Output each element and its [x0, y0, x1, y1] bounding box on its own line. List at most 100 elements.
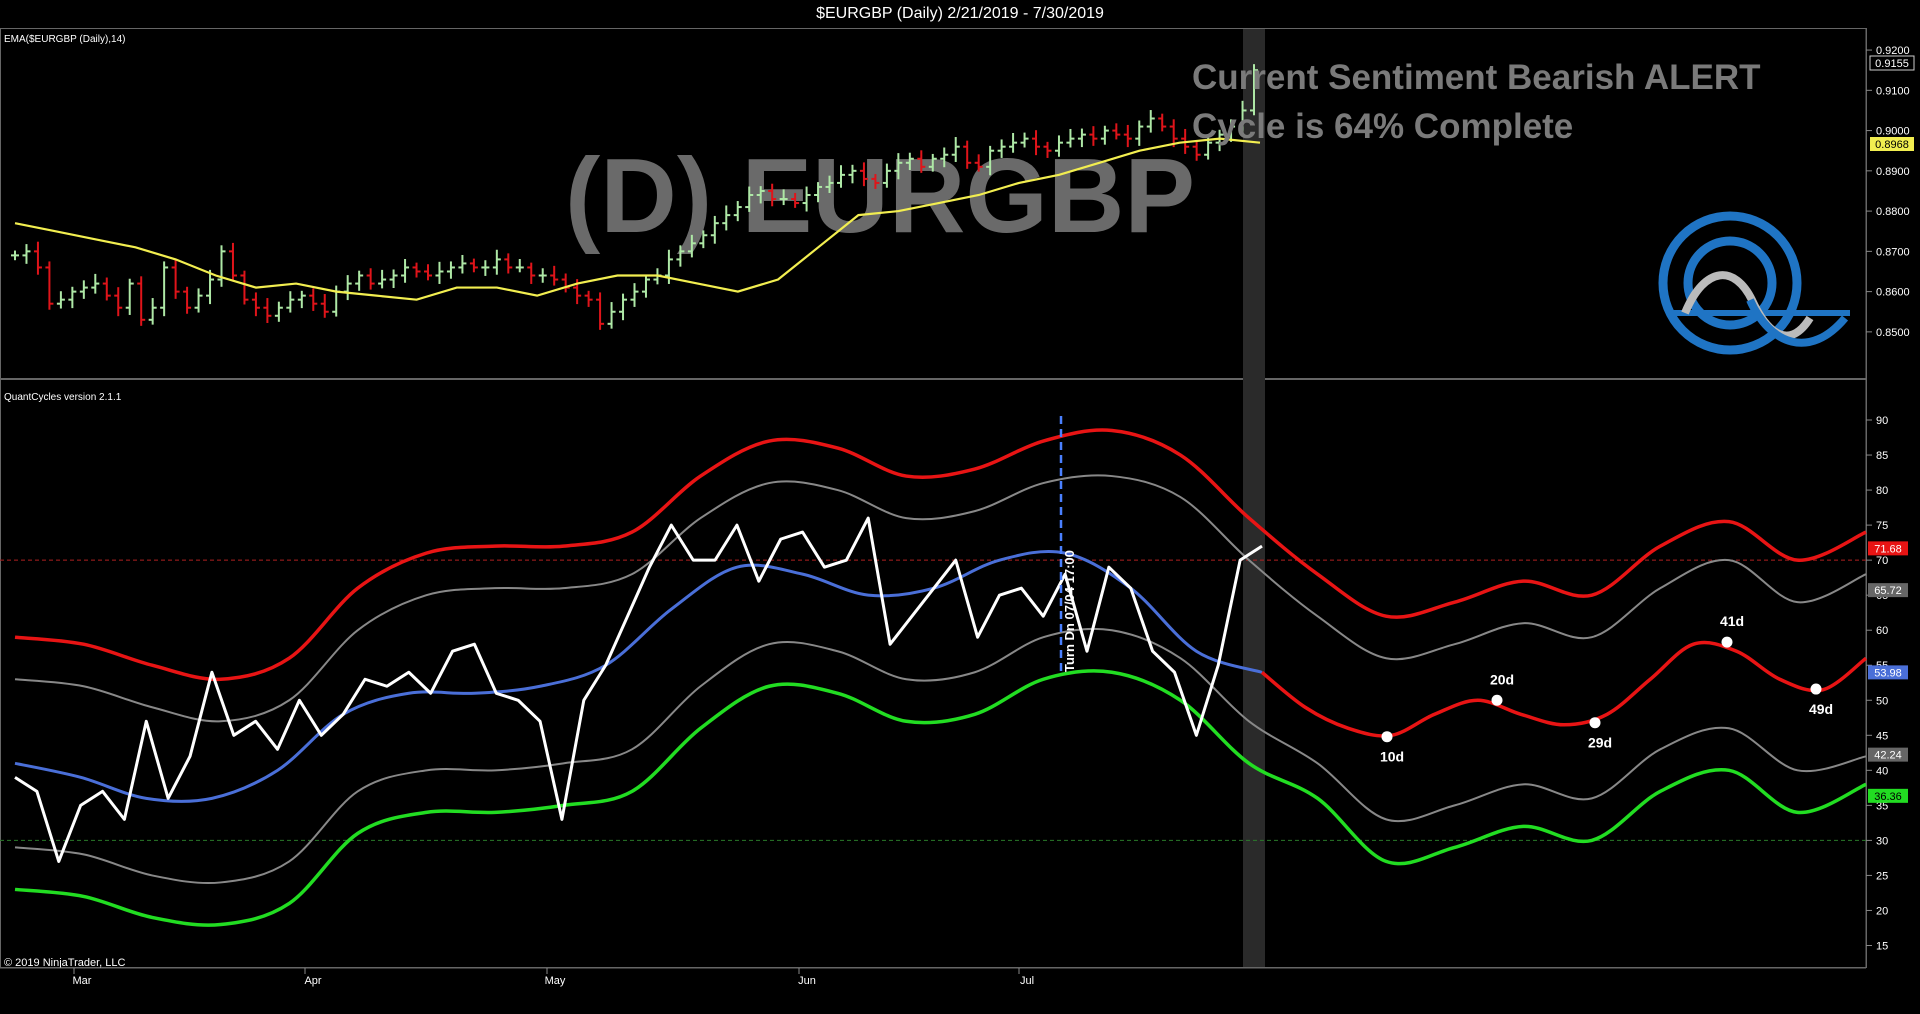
ohlc-bar	[366, 268, 375, 290]
ohlc-bar	[286, 291, 295, 313]
ohlc-bar	[481, 260, 490, 276]
ohlc-bar	[194, 288, 203, 313]
ohlc-bar	[1043, 141, 1052, 158]
cycle-tick-label: 80	[1876, 485, 1888, 497]
svg-text:0.8968: 0.8968	[1875, 139, 1909, 151]
ohlc-bar	[125, 278, 134, 315]
cycle-panel	[0, 379, 1867, 968]
ohlc-bar	[1009, 132, 1018, 153]
ohlc-bar	[1135, 120, 1144, 146]
ohlc-bar	[458, 254, 467, 274]
ohlc-bar	[1169, 119, 1178, 148]
ohlc-bar	[1227, 119, 1236, 142]
ohlc-bar	[871, 174, 880, 189]
ohlc-bar	[928, 153, 937, 172]
oscillator-polyline	[14, 516, 1263, 863]
ohlc-bar	[446, 261, 455, 279]
ohlc-bar	[1020, 132, 1029, 148]
price-tick-label: 0.8800	[1876, 206, 1910, 218]
ema-value-badge: 0.8968	[1870, 137, 1914, 151]
ohlc-bar	[882, 163, 891, 188]
band-lower_inner	[14, 627, 1867, 885]
band-mid	[14, 549, 1263, 803]
ohlc-bar	[228, 242, 237, 282]
ohlc-bar	[619, 293, 628, 321]
watermark-symbol: (D) EURGBP	[565, 137, 1195, 255]
ohlc-bar	[1215, 129, 1224, 152]
ohlc-bar	[424, 264, 432, 281]
price-tick-label: 0.8900	[1876, 166, 1910, 178]
ohlc-bar	[160, 261, 169, 317]
oscillator-line	[14, 516, 1263, 863]
quantcycles-logo-icon	[1658, 211, 1850, 355]
ohlc-bar	[435, 261, 444, 284]
ohlc-bar	[45, 261, 54, 310]
ohlc-bar	[905, 152, 914, 171]
last-price-badge: 0.9155	[1869, 55, 1915, 71]
month-label: Jul	[1020, 975, 1034, 987]
ohlc-bar	[745, 186, 754, 212]
ohlc-bar	[492, 249, 501, 275]
cycle-tick-label: 75	[1876, 520, 1888, 532]
ohlc-bar	[91, 273, 100, 294]
ohlc-bar	[171, 259, 180, 299]
cycle-value-badge: 42.24	[1868, 747, 1908, 762]
month-label: Apr	[304, 975, 321, 987]
cycle-tick-label: 60	[1876, 625, 1888, 637]
ohlc-bar	[641, 274, 650, 298]
cycle-value-badge: 65.72	[1868, 583, 1908, 598]
ohlc-bar	[1112, 123, 1121, 140]
ohlc-bar	[584, 290, 593, 307]
ohlc-bar	[114, 287, 123, 317]
sentiment-text: Current Sentiment Bearish ALERT	[1192, 58, 1761, 97]
ohlc-bar	[378, 269, 387, 289]
ohlc-bar	[274, 301, 283, 322]
price-bars	[11, 64, 1258, 330]
ohlc-bar	[401, 259, 410, 283]
ohlc-bar	[1192, 140, 1201, 161]
cycle-marker-49d: 49d	[1809, 683, 1833, 717]
cycle-value-badges: 71.68 65.72 53.98 42.24 36.36	[1868, 541, 1908, 803]
svg-text:36.36: 36.36	[1874, 791, 1902, 803]
cycle-value-badge: 53.98	[1868, 665, 1908, 680]
price-tick-label: 0.8700	[1876, 246, 1910, 258]
ohlc-bar	[963, 140, 972, 169]
band-upper_outer	[14, 428, 1867, 682]
ohlc-bar	[183, 286, 192, 314]
ohlc-bar	[79, 280, 88, 299]
ohlc-bar	[1100, 125, 1109, 145]
cycle-tick-label: 30	[1876, 835, 1888, 847]
ohlc-bar	[1066, 128, 1075, 148]
ohlc-bar	[1238, 100, 1247, 133]
cycle-tick-label: 50	[1876, 695, 1888, 707]
ohlc-bar	[676, 245, 685, 267]
svg-text:10d: 10d	[1380, 749, 1404, 765]
ohlc-bar	[1054, 135, 1063, 157]
ema-polyline	[14, 137, 1261, 301]
ohlc-bar	[687, 234, 696, 258]
cycle-bands	[14, 428, 1868, 927]
ohlc-bar	[217, 245, 226, 287]
band-projection	[1260, 640, 1868, 738]
svg-text:71.68: 71.68	[1874, 543, 1902, 555]
ohlc-bar	[469, 258, 478, 273]
ohlc-bar	[940, 147, 949, 168]
ohlc-bar	[1032, 130, 1041, 156]
band-upper_inner	[14, 474, 1867, 723]
ohlc-bar	[1123, 124, 1132, 148]
svg-text:20d: 20d	[1490, 671, 1514, 687]
ohlc-bar	[550, 265, 559, 286]
svg-text:65.72: 65.72	[1874, 585, 1902, 597]
month-label: Mar	[73, 975, 92, 987]
ohlc-bar	[607, 302, 616, 329]
svg-text:41d: 41d	[1720, 613, 1744, 629]
month-label: Jun	[798, 975, 816, 987]
price-tick-label: 0.9100	[1876, 85, 1910, 97]
cycle-tick-label: 90	[1876, 415, 1888, 427]
price-tick-label: 0.9200	[1876, 45, 1910, 57]
ohlc-bar	[56, 291, 65, 309]
ohlc-bar	[309, 288, 318, 311]
cycle-markers: 10d 20d 29d 41d 49d	[1380, 613, 1833, 765]
ohlc-bar	[22, 244, 31, 264]
